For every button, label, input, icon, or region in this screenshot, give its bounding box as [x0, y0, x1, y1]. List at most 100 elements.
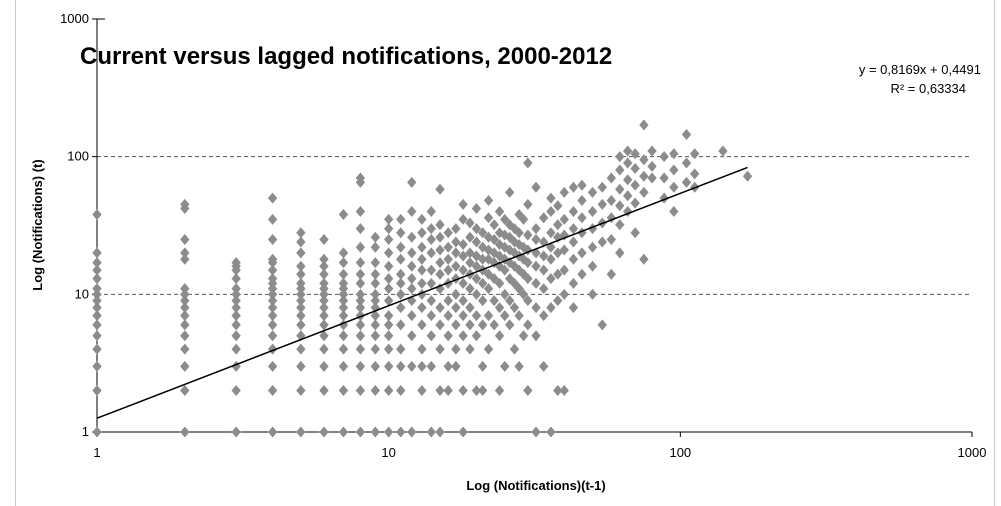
- data-point: [443, 360, 453, 372]
- data-point: [319, 302, 329, 314]
- data-point: [417, 385, 427, 397]
- data-point: [267, 273, 278, 285]
- data-point: [417, 241, 427, 253]
- data-point: [489, 273, 499, 285]
- data-point: [92, 426, 102, 438]
- data-point: [180, 295, 190, 307]
- data-point: [407, 205, 417, 217]
- data-point: [509, 302, 520, 314]
- data-point: [718, 145, 728, 157]
- data-point: [669, 205, 679, 217]
- data-point: [505, 273, 515, 285]
- data-point: [443, 330, 453, 342]
- data-point: [296, 330, 306, 342]
- data-point: [568, 236, 579, 248]
- data-point: [531, 277, 541, 289]
- data-point: [523, 257, 533, 269]
- data-point: [180, 234, 190, 246]
- data-point: [267, 253, 278, 265]
- frame-border-left: [15, 0, 16, 506]
- data-point: [494, 385, 505, 397]
- data-point: [319, 319, 329, 331]
- data-point: [514, 283, 524, 295]
- data-point: [623, 157, 633, 169]
- data-point: [483, 283, 494, 295]
- data-point: [690, 148, 700, 160]
- data-point: [370, 268, 380, 280]
- data-point: [681, 157, 692, 169]
- data-point: [417, 319, 427, 331]
- data-point: [383, 213, 394, 225]
- data-point: [553, 385, 563, 397]
- data-point: [92, 319, 102, 331]
- data-point: [559, 288, 569, 300]
- data-point: [338, 343, 349, 355]
- data-point: [319, 360, 329, 372]
- data-point: [659, 151, 669, 163]
- data-point: [477, 277, 488, 289]
- data-point: [458, 426, 468, 438]
- data-point: [539, 310, 549, 322]
- data-point: [296, 302, 306, 314]
- data-point: [267, 264, 278, 276]
- data-point: [630, 163, 640, 175]
- data-point: [180, 288, 190, 300]
- data-point: [370, 295, 380, 307]
- data-point: [92, 295, 102, 307]
- data-point: [231, 319, 241, 331]
- x-tick-label-100: 100: [669, 445, 691, 460]
- data-point: [407, 231, 417, 243]
- data-point: [639, 154, 649, 166]
- data-point: [355, 172, 366, 184]
- data-point: [559, 264, 569, 276]
- data-point: [568, 253, 579, 265]
- data-points: [92, 119, 753, 438]
- data-point: [180, 343, 190, 355]
- data-point: [355, 360, 366, 372]
- data-point: [355, 319, 366, 331]
- data-point: [647, 145, 657, 157]
- data-point: [505, 231, 515, 243]
- data-point: [443, 241, 453, 253]
- data-point: [518, 288, 529, 300]
- data-point: [383, 247, 394, 259]
- trendline-r-squared: R² = 0,63334: [890, 81, 966, 96]
- data-point: [180, 310, 190, 322]
- data-point: [615, 183, 625, 195]
- data-point: [523, 295, 533, 307]
- data-point: [505, 186, 515, 198]
- data-point: [531, 223, 541, 235]
- data-point: [92, 247, 102, 259]
- data-point: [435, 183, 445, 195]
- data-point: [451, 247, 461, 259]
- data-point: [435, 231, 445, 243]
- data-point: [370, 343, 380, 355]
- data-point: [396, 241, 406, 253]
- data-point: [546, 205, 556, 217]
- data-point: [471, 203, 482, 215]
- data-point: [587, 205, 598, 217]
- data-point: [435, 426, 445, 438]
- data-point: [407, 273, 417, 285]
- data-point: [231, 273, 241, 285]
- data-point: [267, 330, 278, 342]
- data-point: [383, 319, 394, 331]
- data-point: [180, 330, 190, 342]
- data-point: [615, 164, 625, 176]
- data-point: [417, 213, 427, 225]
- data-point: [296, 288, 306, 300]
- data-point: [319, 288, 329, 300]
- data-point: [338, 288, 349, 300]
- chart-title: Current versus lagged notifications, 200…: [80, 43, 612, 70]
- data-point: [383, 330, 394, 342]
- data-point: [296, 426, 306, 438]
- data-point: [489, 234, 499, 246]
- data-point: [338, 209, 349, 221]
- data-point: [231, 330, 241, 342]
- data-point: [383, 295, 394, 307]
- data-point: [370, 241, 380, 253]
- data-point: [180, 198, 190, 210]
- data-point: [296, 268, 306, 280]
- data-point: [597, 236, 607, 248]
